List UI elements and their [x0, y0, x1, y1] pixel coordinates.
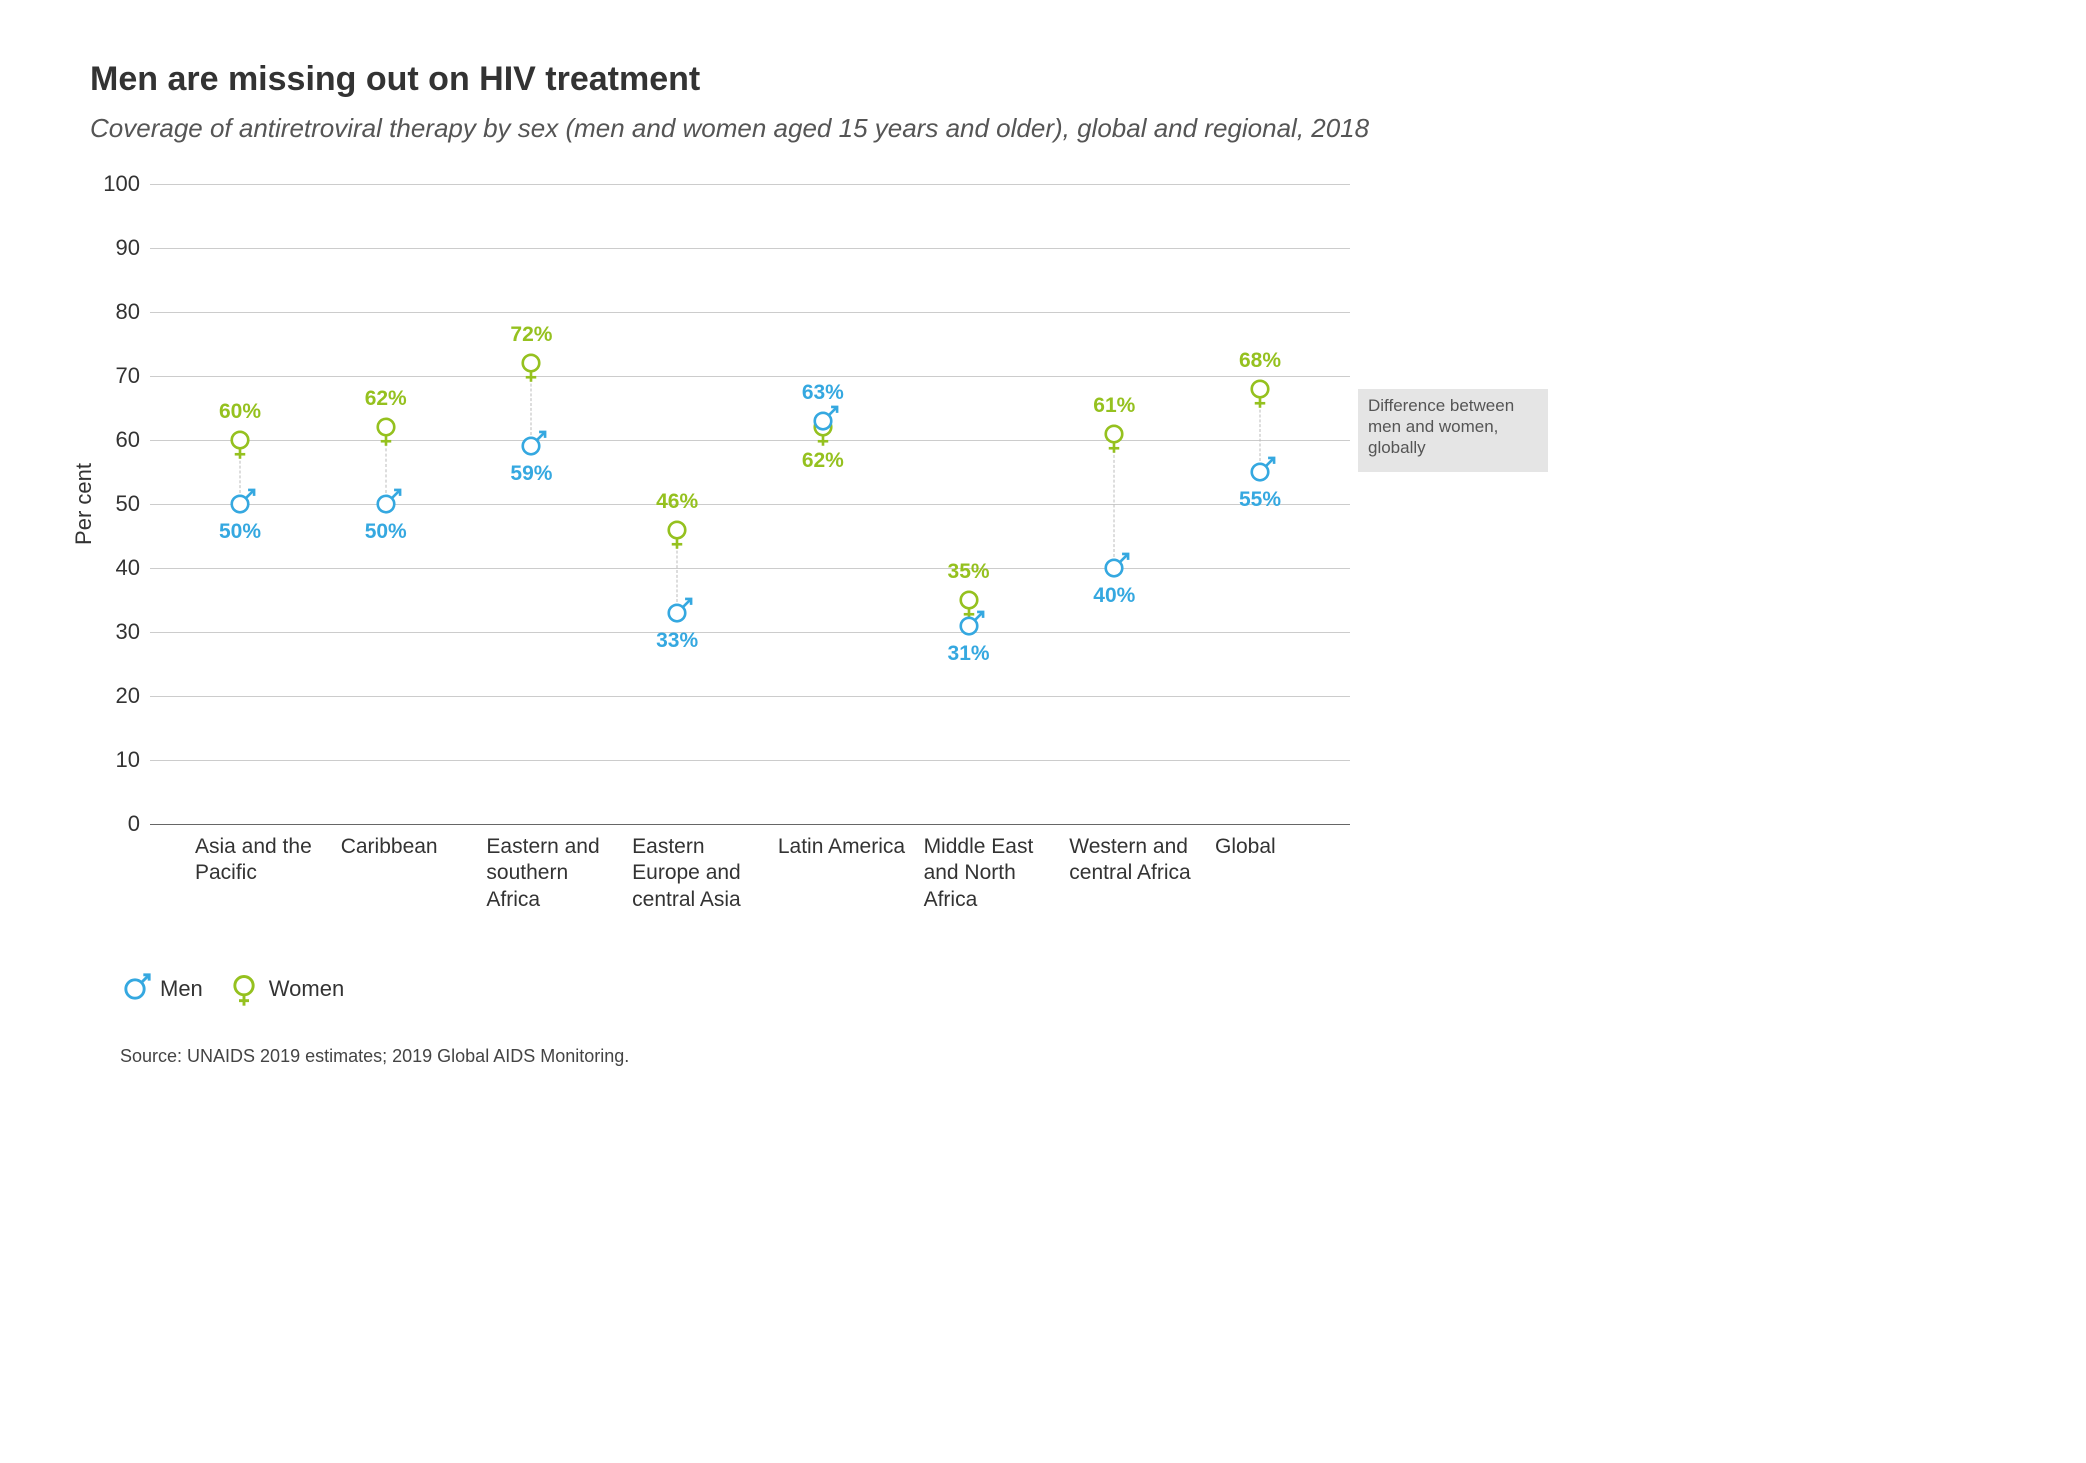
connector-line [1260, 400, 1261, 461]
category-label: Eastern and southern Africa [486, 834, 616, 913]
gridline [150, 440, 1350, 441]
y-tick-label: 90 [100, 235, 140, 261]
source-note: Source: UNAIDS 2019 estimates; 2019 Glob… [120, 1046, 1480, 1067]
women-marker [513, 345, 549, 381]
connector-line [531, 374, 532, 435]
men-marker [659, 595, 695, 631]
men-marker [222, 486, 258, 522]
legend-label: Women [269, 976, 344, 1002]
y-tick-label: 10 [100, 747, 140, 773]
women-value-label: 72% [510, 323, 552, 347]
category-label: Caribbean [341, 834, 471, 860]
gridline [150, 184, 1350, 185]
difference-annotation: Difference between men and women, global… [1358, 389, 1548, 472]
y-tick-label: 0 [100, 811, 140, 837]
y-tick-label: 100 [100, 171, 140, 197]
category-label: Middle East and North Africa [924, 834, 1054, 913]
men-marker [805, 403, 841, 439]
connector-line [385, 438, 386, 493]
men-value-label: 31% [948, 642, 990, 666]
women-marker [222, 422, 258, 458]
women-marker [1096, 416, 1132, 452]
category-label: Western and central Africa [1069, 834, 1199, 887]
y-tick-label: 20 [100, 683, 140, 709]
connector-line [1114, 445, 1115, 557]
men-value-label: 40% [1093, 584, 1135, 608]
men-marker [951, 608, 987, 644]
y-tick-label: 30 [100, 619, 140, 645]
female-icon [229, 974, 259, 1004]
gridline [150, 696, 1350, 697]
category-label: Asia and the Pacific [195, 834, 325, 887]
gridline [150, 632, 1350, 633]
chart-title: Men are missing out on HIV treatment [90, 60, 1480, 99]
y-axis-label: Per cent [71, 463, 97, 545]
gridline [150, 760, 1350, 761]
women-value-label: 62% [802, 449, 844, 473]
legend-item-men: Men [120, 974, 203, 1004]
legend: Men Women [120, 974, 1480, 1004]
men-value-label: 33% [656, 629, 698, 653]
chart-plot-area: Per cent 0102030405060708090100Differenc… [150, 184, 1350, 824]
women-value-label: 68% [1239, 349, 1281, 373]
y-tick-label: 70 [100, 363, 140, 389]
category-label: Eastern Europe and central Asia [632, 834, 762, 913]
connector-line [677, 541, 678, 602]
women-value-label: 61% [1093, 394, 1135, 418]
gridline [150, 568, 1350, 569]
y-tick-label: 60 [100, 427, 140, 453]
women-marker [1242, 371, 1278, 407]
women-marker [659, 512, 695, 548]
gridline [150, 312, 1350, 313]
category-label: Latin America [778, 834, 908, 860]
women-value-label: 60% [219, 400, 261, 424]
men-value-label: 59% [510, 462, 552, 486]
gridline [150, 824, 1350, 825]
men-value-label: 55% [1239, 488, 1281, 512]
category-label: Global [1215, 834, 1345, 860]
y-tick-label: 80 [100, 299, 140, 325]
male-icon [120, 974, 150, 1004]
gridline [150, 504, 1350, 505]
men-value-label: 50% [365, 520, 407, 544]
women-value-label: 46% [656, 490, 698, 514]
men-marker [368, 486, 404, 522]
y-tick-label: 40 [100, 555, 140, 581]
men-marker [513, 428, 549, 464]
gridline [150, 376, 1350, 377]
y-tick-label: 50 [100, 491, 140, 517]
men-marker [1242, 454, 1278, 490]
women-value-label: 62% [365, 387, 407, 411]
legend-label: Men [160, 976, 203, 1002]
women-marker [368, 409, 404, 445]
men-marker [1096, 550, 1132, 586]
women-value-label: 35% [948, 560, 990, 584]
gridline [150, 248, 1350, 249]
men-value-label: 63% [802, 381, 844, 405]
legend-item-women: Women [229, 974, 344, 1004]
men-value-label: 50% [219, 520, 261, 544]
chart-subtitle: Coverage of antiretroviral therapy by se… [90, 111, 1480, 146]
